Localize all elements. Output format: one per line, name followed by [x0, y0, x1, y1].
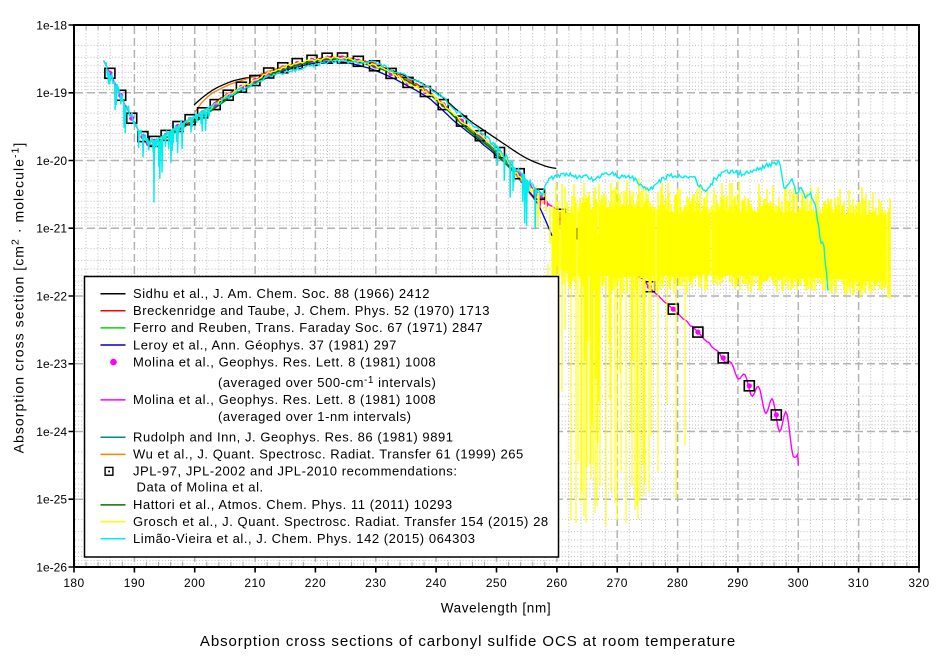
svg-text:180: 180 [63, 576, 84, 590]
svg-text:(averaged over 1-nm intervals): (averaged over 1-nm intervals) [218, 409, 412, 424]
svg-text:Ferro and Reuben, Trans. Farad: Ferro and Reuben, Trans. Faraday Soc. 67… [133, 320, 483, 335]
svg-text:Wu et al., J. Quant. Spectrosc: Wu et al., J. Quant. Spectrosc. Radiat. … [133, 447, 524, 462]
svg-text:300: 300 [788, 576, 809, 590]
svg-text:1e-18: 1e-18 [36, 18, 67, 32]
svg-text:Rudolph and Inn, J. Geophys. R: Rudolph and Inn, J. Geophys. Res. 86 (19… [133, 430, 454, 445]
svg-text:260: 260 [546, 576, 567, 590]
svg-text:Molina et al., Geophys. Res. L: Molina et al., Geophys. Res. Lett. 8 (19… [133, 392, 436, 407]
svg-text:1e-25: 1e-25 [36, 493, 67, 507]
svg-text:Absorption cross sections of c: Absorption cross sections of carbonyl su… [200, 633, 736, 650]
svg-text:Molina et al., Geophys. Res. L: Molina et al., Geophys. Res. Lett. 8 (19… [133, 354, 436, 369]
svg-text:190: 190 [124, 576, 145, 590]
svg-text:250: 250 [486, 576, 507, 590]
svg-text:270: 270 [607, 576, 628, 590]
svg-text:Data of Molina et al.: Data of Molina et al. [137, 479, 264, 494]
svg-text:200: 200 [184, 576, 205, 590]
svg-text:220: 220 [305, 576, 326, 590]
svg-text:230: 230 [365, 576, 386, 590]
svg-text:Leroy et al., Ann. Géophys. 37: Leroy et al., Ann. Géophys. 37 (1981) 29… [133, 337, 397, 352]
svg-text:1e-19: 1e-19 [36, 86, 67, 100]
svg-text:1e-26: 1e-26 [36, 560, 67, 574]
svg-text:1e-23: 1e-23 [36, 357, 67, 371]
svg-text:JPL-97, JPL-2002 and JPL-2010: JPL-97, JPL-2002 and JPL-2010 recommenda… [133, 464, 457, 479]
svg-text:310: 310 [848, 576, 869, 590]
svg-text:Absorption cross section [cm2: Absorption cross section [cm2 · molecule… [10, 142, 27, 454]
svg-text:240: 240 [425, 576, 446, 590]
svg-text:210: 210 [244, 576, 265, 590]
svg-text:Breckenridge and Taube, J. Che: Breckenridge and Taube, J. Chem. Phys. 5… [133, 303, 490, 318]
svg-text:280: 280 [667, 576, 688, 590]
svg-text:Limão-Vieira et al., J. Chem.: Limão-Vieira et al., J. Chem. Phys. 142 … [133, 531, 476, 546]
svg-text:Hattori et al., Atmos. Chem. P: Hattori et al., Atmos. Chem. Phys. 11 (2… [133, 497, 453, 512]
svg-text:320: 320 [908, 576, 929, 590]
svg-text:290: 290 [727, 576, 748, 590]
svg-text:Wavelength [nm]: Wavelength [nm] [441, 601, 552, 616]
svg-text:(averaged over 500-cm-1 interv: (averaged over 500-cm-1 intervals) [218, 375, 436, 390]
svg-text:1e-20: 1e-20 [36, 154, 67, 168]
svg-text:1e-24: 1e-24 [36, 425, 67, 439]
svg-text:Grosch et al., J. Quant. Spect: Grosch et al., J. Quant. Spectrosc. Radi… [133, 514, 549, 529]
svg-text:1e-21: 1e-21 [36, 222, 67, 236]
svg-text:Sidhu et al., J. Am. Chem. Soc: Sidhu et al., J. Am. Chem. Soc. 88 (1966… [133, 286, 430, 301]
svg-text:1e-22: 1e-22 [36, 289, 67, 303]
